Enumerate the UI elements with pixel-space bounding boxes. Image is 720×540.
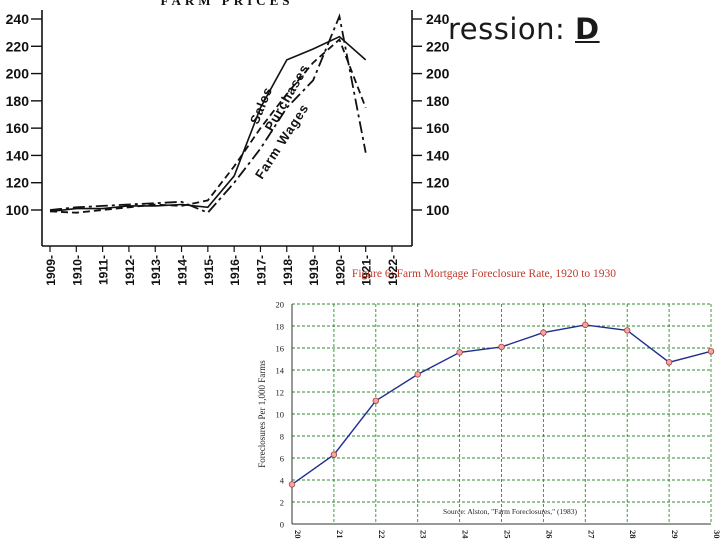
y-tick-left: 160: [6, 120, 30, 136]
series-line-farm-wages: [49, 13, 367, 214]
y-tick-left: 100: [6, 202, 30, 218]
chart-title: FARM PRICES: [161, 0, 294, 8]
x-tick-label: 26: [544, 530, 554, 539]
y-tick-label: 18: [276, 322, 285, 332]
x-tick-label: 29: [670, 530, 680, 539]
chart-title: Figure 6: Farm Mortgage Foreclosure Rate…: [352, 268, 616, 280]
y-tick-right: 140: [426, 147, 450, 163]
y-tick-left: 200: [6, 66, 30, 82]
y-tick-right: 180: [426, 93, 450, 109]
y-tick-label: 8: [280, 432, 284, 442]
data-point: [540, 329, 547, 336]
data-point: [288, 481, 296, 488]
y-tick-label: 2: [280, 498, 284, 508]
x-tick-label: 27: [586, 530, 596, 539]
y-tick-label: 10: [276, 410, 285, 420]
x-tick-label: 1911-: [97, 255, 111, 285]
data-point: [372, 397, 379, 404]
y-tick-label: 4: [280, 476, 285, 486]
x-tick-label: 1919-: [307, 255, 321, 286]
series-line-sales: [49, 35, 367, 213]
y-tick-label: 14: [276, 366, 285, 376]
y-tick-left: 180: [6, 93, 30, 109]
x-tick-label: 1914-: [176, 255, 190, 286]
y-tick-right: 200: [426, 66, 450, 82]
data-point: [456, 349, 463, 356]
y-tick-label: 12: [276, 388, 285, 398]
x-tick-label: 23: [419, 530, 429, 539]
x-tick-label: 1920-: [333, 255, 347, 286]
x-tick-label: 1912-: [123, 255, 137, 286]
data-point: [414, 371, 421, 378]
data-point: [707, 348, 715, 355]
x-tick-label: 28: [628, 530, 638, 539]
x-tick-label: 1909-: [44, 255, 58, 286]
y-tick-label: 16: [276, 344, 285, 354]
x-tick-label: 1922-: [386, 255, 400, 286]
data-point: [498, 343, 505, 351]
y-tick-right: 220: [426, 38, 450, 54]
x-tick-label: 30: [712, 530, 720, 539]
source-note: Source: Alston, "Farm Foreclosures," (19…: [443, 507, 578, 516]
y-tick-label: 0: [280, 520, 284, 530]
y-tick-label: 6: [280, 454, 284, 464]
x-tick-label: 1915-: [202, 255, 216, 286]
x-tick-label: 1921-: [360, 255, 374, 286]
x-tick-label: 1913-: [149, 255, 163, 286]
y-tick-label: 20: [276, 300, 285, 310]
x-tick-label: 20: [293, 530, 303, 539]
x-tick-label: 24: [461, 530, 471, 539]
y-tick-right: 160: [426, 120, 450, 136]
y-tick-right: 100: [426, 202, 450, 218]
x-tick-label: 22: [377, 530, 387, 539]
data-point: [582, 321, 589, 329]
data-point: [330, 451, 338, 458]
x-tick-label: 1910-: [70, 255, 84, 286]
y-axis-label: Foreclosures Per 1,000 Farms: [257, 360, 267, 468]
data-point: [665, 359, 673, 366]
slide-title-emphasis: D: [575, 12, 600, 46]
y-tick-left: 140: [6, 147, 30, 163]
y-tick-right: 120: [426, 175, 450, 191]
slide-title-text: ression:: [448, 12, 566, 46]
x-tick-label: 1916-: [228, 255, 242, 286]
y-tick-right: 240: [426, 11, 450, 27]
y-tick-left: 220: [6, 38, 30, 54]
slide-title: ression: D: [448, 12, 600, 46]
y-tick-left: 240: [6, 11, 30, 27]
x-tick-label: 1918-: [281, 255, 295, 286]
x-tick-label: 21: [335, 530, 345, 539]
data-point: [624, 327, 631, 334]
series-line-purchases: [49, 37, 367, 214]
x-tick-label: 1917-: [254, 255, 268, 286]
y-tick-left: 120: [6, 175, 30, 191]
x-tick-label: 25: [503, 530, 513, 539]
